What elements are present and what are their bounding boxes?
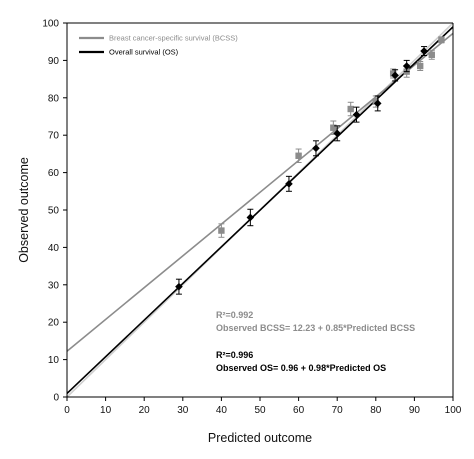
os-point-2 — [285, 175, 293, 192]
square-marker — [372, 98, 379, 105]
diamond-marker — [352, 110, 361, 119]
x-tick-label-0: 0 — [64, 405, 70, 416]
y-tick-label-0: 0 — [53, 393, 59, 404]
os-point-8 — [402, 59, 411, 73]
os-point-0 — [175, 278, 183, 295]
bcss-point-9 — [438, 36, 445, 44]
data-points-layer — [175, 36, 445, 295]
x-tick-label-1: 10 — [100, 405, 112, 416]
y-tick-label-2: 20 — [48, 318, 60, 329]
os-point-3 — [312, 140, 320, 157]
os-point-4 — [333, 125, 341, 142]
legend: Breast cancer-specific survival (BCSS) O… — [79, 34, 238, 57]
x-tick-label-7: 70 — [332, 405, 344, 416]
bcss-point-0 — [218, 223, 225, 238]
y-axis-ticks: 0 10 20 30 40 50 60 70 80 90 100 — [42, 19, 67, 404]
diamond-marker — [285, 180, 293, 188]
x-tick-label-6: 60 — [293, 405, 305, 416]
square-marker — [218, 227, 225, 234]
legend-label-bcss: Breast cancer-specific survival (BCSS) — [109, 34, 238, 43]
bcss-point-7 — [416, 61, 424, 71]
square-marker — [330, 124, 337, 131]
diamond-marker — [312, 144, 320, 153]
x-axis-ticks: 0 10 20 30 40 50 60 70 80 90 100 — [64, 397, 462, 416]
x-tick-label-4: 40 — [216, 405, 228, 416]
os-point-6 — [373, 95, 382, 112]
bcss-point-1 — [295, 148, 302, 164]
fit-lines-layer — [66, 26, 454, 394]
y-axis-title: Observed outcome — [17, 157, 31, 263]
square-marker — [416, 62, 424, 70]
y-tick-label-10: 100 — [42, 19, 59, 30]
square-marker — [295, 152, 302, 159]
os-fit-line — [66, 26, 454, 394]
square-marker — [438, 36, 445, 44]
x-tick-label-3: 30 — [177, 405, 189, 416]
diamond-marker — [402, 62, 411, 70]
os-r2-annotation: R²=0.996 — [216, 350, 253, 360]
bcss-equation-annotation: Observed BCSS= 12.23 + 0.85*Predicted BC… — [216, 323, 415, 333]
y-tick-label-3: 30 — [48, 280, 60, 291]
bcss-r2-annotation: R²=0.992 — [216, 310, 253, 320]
os-equation-annotation: Observed OS= 0.96 + 0.98*Predicted OS — [216, 363, 386, 373]
y-tick-label-7: 70 — [48, 131, 60, 142]
bcss-point-8 — [428, 49, 435, 60]
x-tick-label-9: 90 — [409, 405, 421, 416]
x-tick-label-8: 80 — [370, 405, 382, 416]
diamond-marker — [391, 71, 399, 80]
square-marker — [428, 51, 435, 58]
diamond-marker — [373, 99, 382, 108]
os-point-9 — [420, 46, 428, 57]
square-marker — [389, 70, 397, 77]
y-tick-label-8: 80 — [48, 93, 60, 104]
os-point-7 — [391, 69, 399, 82]
diamond-marker — [420, 47, 428, 55]
x-axis-title: Predicted outcome — [208, 431, 312, 445]
diamond-marker — [246, 213, 255, 222]
y-tick-label-1: 10 — [48, 355, 60, 366]
square-marker — [347, 105, 354, 113]
y-tick-label-5: 50 — [48, 206, 60, 217]
x-tick-label-10: 100 — [445, 405, 462, 416]
os-point-1 — [246, 208, 255, 227]
x-tick-label-5: 50 — [254, 405, 266, 416]
os-point-5 — [352, 106, 361, 123]
legend-label-os: Overall survival (OS) — [109, 48, 179, 57]
diamond-marker — [175, 282, 183, 291]
x-tick-label-2: 20 — [139, 405, 151, 416]
diamond-marker — [333, 129, 341, 138]
y-tick-label-6: 60 — [48, 168, 60, 179]
y-tick-label-4: 40 — [48, 243, 60, 254]
bcss-point-3 — [347, 101, 354, 117]
bcss-fit-line — [66, 32, 454, 352]
y-tick-label-9: 90 — [48, 56, 60, 67]
regression-annotations: R²=0.992 Observed BCSS= 12.23 + 0.85*Pre… — [216, 310, 415, 373]
